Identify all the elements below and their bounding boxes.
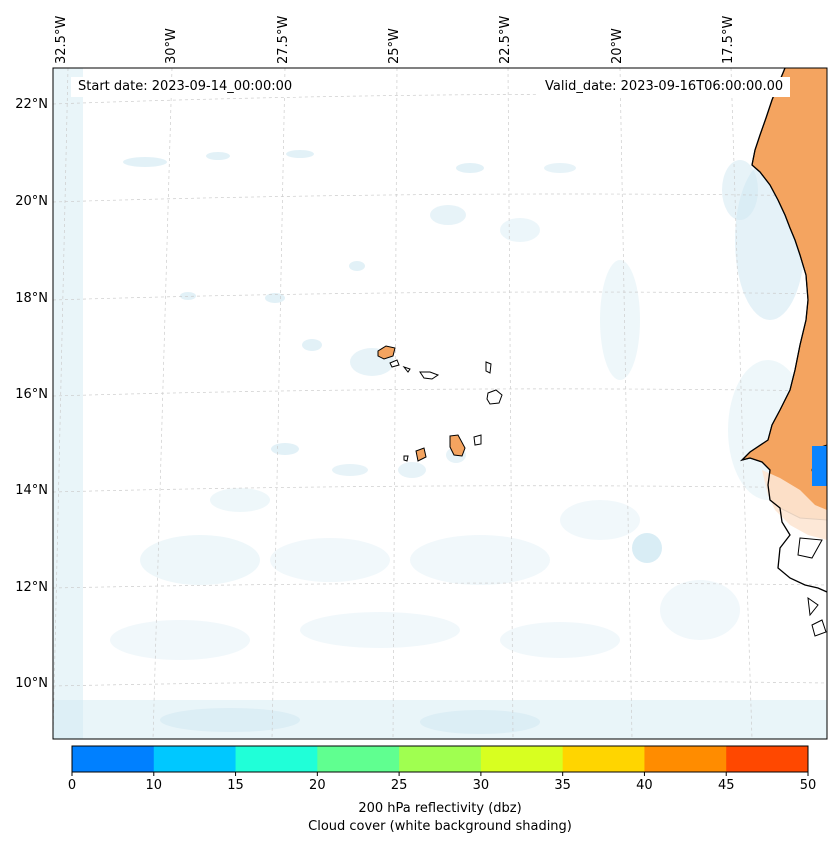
- reflectivity-echo: [812, 446, 827, 486]
- colorbar-segment: [399, 746, 482, 772]
- colorbar-segment: [726, 746, 809, 772]
- map-frame: [52, 67, 828, 740]
- colorbar-tick-label: 35: [554, 778, 571, 793]
- start-date-label: Start date: 2023-09-14_00:00:00: [71, 77, 300, 97]
- colorbar-frame: [71, 745, 809, 773]
- colorbar-tick-label: 0: [67, 778, 77, 793]
- lat-label: 14°N: [15, 483, 48, 498]
- colorbar-segment: [480, 746, 564, 772]
- colorbar-segment: [235, 746, 318, 772]
- colorbar-tick-label: 20: [309, 778, 326, 793]
- valid-date-label: Valid_date: 2023-09-16T06:00:00.00: [538, 77, 791, 97]
- colorbar-tick-label: 50: [799, 778, 817, 793]
- lat-label: 18°N: [15, 291, 48, 306]
- colorbar-segment: [317, 746, 400, 772]
- lat-label: 20°N: [15, 194, 48, 209]
- colorbar-segment: [153, 746, 237, 772]
- lat-label: 16°N: [15, 387, 48, 402]
- colorbar-segment: [562, 746, 645, 772]
- colorbar-label-line1: 200 hPa reflectivity (dbz): [358, 801, 522, 816]
- ocean-background: [53, 68, 827, 739]
- africa-landmass: [739, 68, 827, 637]
- colorbar-tick-label: 15: [227, 778, 244, 793]
- colorbar-segment: [644, 746, 727, 772]
- lat-label: 22°N: [15, 97, 48, 112]
- colorbar-label-line2: Cloud cover (white background shading): [308, 819, 572, 834]
- cape-verde-islands: [377, 345, 503, 462]
- lat-label: 10°N: [15, 676, 48, 691]
- lat-label: 12°N: [15, 580, 48, 595]
- colorbar-tick-label: 10: [145, 778, 163, 793]
- graticule: [53, 68, 827, 739]
- cloud-cover-shading: [53, 68, 827, 739]
- colorbar-tick-label: 45: [717, 778, 735, 793]
- colorbar-tick-label: 25: [390, 778, 408, 793]
- colorbar-tick-label: 40: [636, 778, 653, 793]
- colorbar-tick-label: 30: [472, 778, 490, 793]
- colorbar-segment: [72, 746, 155, 772]
